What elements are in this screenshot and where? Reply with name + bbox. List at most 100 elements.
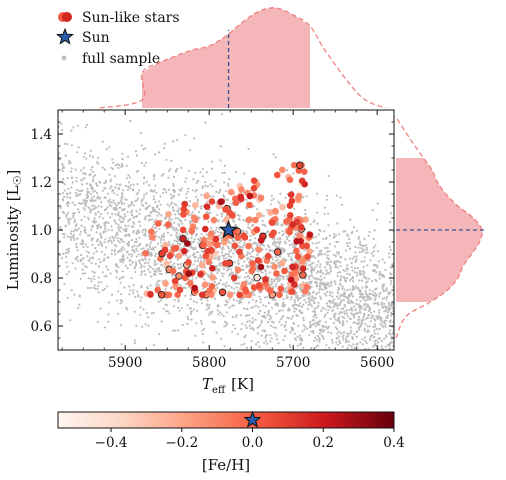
- full-sample-point: [313, 256, 317, 259]
- full-sample-point: [135, 255, 138, 258]
- full-sample-point: [383, 310, 386, 313]
- full-sample-point: [377, 371, 379, 373]
- full-sample-point: [163, 142, 166, 145]
- full-sample-point: [117, 226, 120, 229]
- full-sample-point: [190, 310, 193, 314]
- full-sample-point: [362, 318, 365, 321]
- full-sample-point: [165, 158, 168, 161]
- full-sample-point: [389, 321, 392, 324]
- sun-like-star-point: [149, 234, 156, 241]
- full-sample-point: [307, 264, 310, 267]
- sun-like-star-point: [162, 242, 169, 249]
- sun-like-star-point: [291, 281, 298, 288]
- full-sample-point: [232, 220, 235, 223]
- full-sample-point: [302, 319, 305, 322]
- full-sample-point: [186, 190, 189, 193]
- full-sample-point: [215, 264, 218, 268]
- full-sample-point: [86, 246, 89, 249]
- full-sample-point: [317, 260, 320, 263]
- full-sample-point: [154, 218, 157, 222]
- sun-like-star-point: [197, 271, 204, 278]
- full-sample-point: [332, 236, 335, 239]
- full-sample-point: [389, 333, 392, 336]
- full-sample-point: [324, 321, 327, 324]
- full-sample-point: [335, 251, 338, 254]
- full-sample-point: [84, 231, 87, 234]
- full-sample-point: [97, 291, 100, 294]
- full-sample-point: [127, 242, 130, 245]
- full-sample-point: [302, 196, 305, 199]
- full-sample-point: [257, 312, 260, 315]
- full-sample-point: [335, 240, 338, 243]
- full-sample-point: [76, 249, 79, 252]
- full-sample-point: [148, 243, 152, 246]
- full-sample-point: [364, 251, 367, 254]
- full-sample-point: [103, 168, 106, 171]
- full-sample-point: [63, 236, 66, 239]
- full-sample-point: [163, 235, 166, 238]
- full-sample-point: [94, 287, 97, 290]
- full-sample-point: [306, 307, 309, 310]
- full-sample-point: [128, 233, 131, 236]
- full-sample-point: [79, 258, 82, 261]
- full-sample-point: [368, 385, 370, 387]
- full-sample-point: [65, 248, 68, 251]
- full-sample-point: [196, 265, 199, 268]
- full-sample-point: [199, 205, 202, 208]
- sun-like-star-point: [249, 260, 256, 267]
- full-sample-point: [218, 234, 221, 237]
- full-sample-point: [314, 266, 317, 269]
- full-sample-point: [351, 257, 354, 260]
- full-sample-point: [349, 326, 352, 329]
- full-sample-point: [295, 304, 298, 307]
- full-sample-point: [317, 344, 320, 347]
- full-sample-point: [271, 255, 274, 258]
- full-sample-point: [58, 107, 60, 109]
- full-sample-point: [293, 307, 296, 310]
- full-sample-point: [294, 244, 297, 247]
- full-sample-point: [86, 123, 89, 126]
- full-sample-point: [116, 163, 119, 166]
- full-sample-point: [115, 231, 118, 234]
- full-sample-point: [378, 309, 381, 312]
- full-sample-point: [101, 217, 104, 220]
- full-sample-point: [109, 216, 112, 219]
- sun-marker: [218, 219, 239, 239]
- full-sample-point: [361, 286, 364, 289]
- full-sample-point: [79, 233, 82, 236]
- full-sample-point: [76, 124, 79, 127]
- full-sample-point: [367, 388, 369, 390]
- sun-like-star-point: [292, 275, 300, 283]
- full-sample-point: [208, 304, 211, 307]
- full-sample-point: [363, 249, 366, 252]
- full-sample-point: [181, 356, 183, 358]
- full-sample-point: [225, 303, 228, 306]
- full-sample-point: [389, 248, 392, 251]
- full-sample-point: [90, 168, 93, 171]
- full-sample-point: [97, 265, 100, 268]
- full-sample-point: [203, 278, 206, 281]
- full-sample-point: [277, 240, 280, 243]
- full-sample-point: [153, 178, 156, 181]
- full-sample-point: [71, 176, 74, 179]
- full-sample-point: [130, 255, 133, 258]
- full-sample-point: [340, 275, 343, 278]
- full-sample-point: [326, 263, 329, 266]
- full-sample-point: [110, 185, 113, 188]
- full-sample-point: [237, 262, 240, 266]
- full-sample-point: [210, 227, 213, 230]
- full-sample-point: [369, 292, 372, 295]
- full-sample-point: [338, 271, 341, 274]
- full-sample-point: [360, 279, 364, 282]
- full-sample-point: [99, 307, 102, 310]
- full-sample-point: [290, 317, 293, 320]
- full-sample-point: [330, 338, 334, 342]
- full-sample-point: [294, 337, 297, 340]
- full-sample-point: [220, 251, 224, 254]
- full-sample-point: [312, 236, 315, 239]
- full-sample-point: [278, 266, 281, 269]
- full-sample-point: [256, 242, 259, 245]
- full-sample-point: [94, 189, 97, 193]
- full-sample-point: [380, 301, 383, 304]
- full-sample-point: [222, 272, 225, 275]
